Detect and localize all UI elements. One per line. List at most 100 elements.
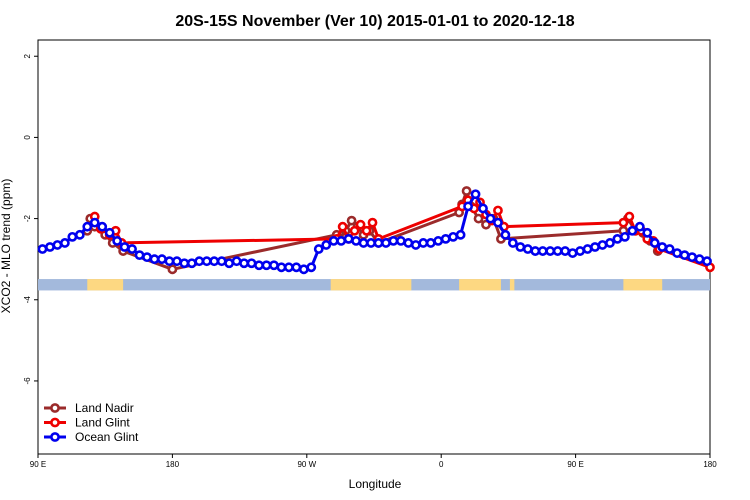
data-point [642,227,653,238]
data-point [246,258,257,269]
data-point [97,221,108,232]
data-point [403,238,414,248]
data-point [664,244,675,254]
data-point [104,227,115,238]
data-point [164,256,175,267]
data-point [657,242,668,252]
data-point [239,258,249,269]
data-point [582,244,593,254]
data-point [349,225,360,236]
data-point [149,254,160,265]
data-point [216,256,227,267]
data-point [313,244,324,254]
data-point [485,213,496,224]
data-point [157,254,167,265]
legend-label: Ocean Glint [75,430,139,444]
data-point [119,242,130,252]
data-point [433,236,444,246]
data-point [530,246,541,256]
data-point [254,260,264,271]
data-point [67,231,78,242]
legend-item: Land Nadir [44,401,134,415]
data-point [515,242,526,252]
data-point [507,238,518,248]
data-point [493,205,503,216]
data-point [388,236,399,246]
x-tick-label: 0 [439,460,444,469]
data-point [560,246,571,256]
data-point [619,231,630,242]
data-point [37,244,48,254]
data-point [367,217,378,228]
chart-title: 20S-15S November (Ver 10) 2015-01-01 to … [175,13,574,30]
data-point [112,236,123,246]
x-tick-label: 180 [166,460,180,469]
y-tick-label: -2 [23,214,32,222]
data-point [306,262,317,273]
data-point [337,221,348,232]
data-point [590,242,600,252]
data-point [186,258,197,269]
data-point [59,238,70,248]
data-point [127,244,137,254]
data-point [74,229,85,240]
data-point [209,256,220,267]
legend-item: Ocean Glint [44,430,139,444]
y-axis-label: XCO2 - MLO trend (ppm) [0,179,13,314]
data-point [194,256,205,267]
land-segment [623,279,663,291]
data-point [336,236,347,246]
data-point [261,260,272,271]
data-point [461,186,472,196]
data-point [82,221,93,232]
data-point [702,256,712,267]
data-point [612,233,623,244]
data-point [355,219,366,230]
x-axis-label: Longitude [349,477,402,491]
legend-label: Land Nadir [75,401,134,415]
y-tick-label: -4 [23,296,32,304]
data-point [473,213,484,224]
data-point [167,264,178,275]
data-point [618,217,629,228]
data-point [694,254,705,265]
data-point [373,238,384,248]
legend-label: Land Glint [75,416,130,430]
x-tick-label: 180 [703,460,717,469]
plot-frame [37,39,711,455]
data-point [567,248,578,258]
data-point [478,203,488,214]
land-segment [459,279,501,291]
data-point [361,225,372,236]
data-point [283,262,294,273]
data-point [395,236,406,246]
data-point [291,262,302,273]
data-point [298,264,309,275]
series-layer [37,186,715,275]
data-point [545,246,556,256]
data-point [493,217,503,228]
x-tick-label: 90 W [297,460,316,469]
data-point [522,244,533,254]
y-tick-label: -6 [23,377,32,385]
data-point [201,256,212,267]
data-point [500,229,511,240]
data-point [440,233,451,244]
data-point [142,252,152,263]
y-tick-label: 0 [23,135,32,140]
data-point [224,258,235,269]
data-point [381,238,391,248]
data-point [89,217,100,228]
data-point [463,201,473,212]
data-point [134,250,145,261]
land-segment [509,279,515,291]
data-point [231,256,242,267]
y-tick-label: 2 [23,53,32,58]
data-point [597,240,608,250]
data-point [575,246,585,256]
data-point [605,238,615,248]
data-point [269,260,279,271]
data-point [634,221,645,232]
